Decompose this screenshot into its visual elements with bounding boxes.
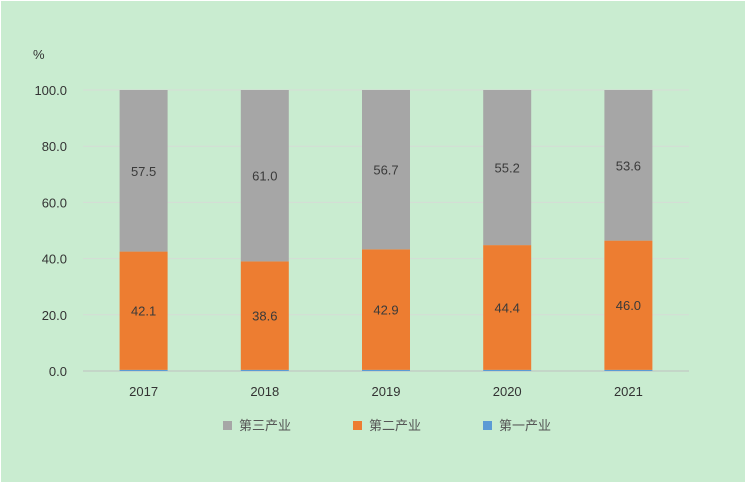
x-tick-label: 2019: [372, 384, 401, 399]
bar-segment: [483, 245, 532, 370]
bar-segment: [119, 251, 168, 370]
bar-segment: [604, 369, 653, 371]
bar-segment: [119, 369, 168, 371]
bar-segment: [240, 90, 289, 262]
data-label: 42.1: [131, 304, 156, 319]
legend-label: 第二产业: [369, 418, 421, 433]
bar-segment: [362, 249, 410, 370]
bar-segment: [362, 369, 410, 371]
x-tick-label: 2020: [493, 384, 522, 399]
bar-segment: [119, 90, 168, 252]
legend-swatch: [483, 421, 492, 430]
legend-label: 第一产业: [499, 418, 551, 433]
y-axis-unit-label: %: [33, 47, 45, 62]
data-label: 53.6: [616, 158, 641, 173]
data-label: 56.7: [373, 163, 398, 178]
legend-label: 第三产业: [239, 418, 291, 433]
x-tick-label: 2018: [250, 384, 279, 399]
y-tick-label: 0.0: [49, 364, 67, 379]
y-tick-label: 80.0: [42, 139, 67, 154]
bar-segment: [604, 90, 653, 241]
y-tick-label: 60.0: [42, 195, 67, 210]
data-label: 46.0: [616, 298, 641, 313]
y-tick-label: 100.0: [34, 83, 67, 98]
legend-swatch: [353, 421, 362, 430]
bar-segment: [604, 240, 653, 370]
bar-segment: [483, 369, 532, 371]
bar-segment: [240, 261, 289, 370]
bar-segment: [362, 90, 410, 250]
data-label: 42.9: [373, 303, 398, 318]
bars: 42.1 57.5 38.6 61.0 42.9 56.7 44.4 55.2 46.0 53.6: [119, 90, 653, 371]
legend-swatch: [223, 421, 232, 430]
bar-segment: [240, 369, 289, 371]
y-tick-label: 20.0: [42, 308, 67, 323]
data-label: 57.5: [131, 164, 156, 179]
x-axis-ticks: 2017 2018 2019 2020 2021: [129, 384, 643, 399]
data-label: 55.2: [495, 161, 520, 176]
data-label: 61.0: [252, 169, 277, 184]
y-axis-ticks: 0.0 20.0 40.0 60.0 80.0 100.0: [34, 83, 67, 379]
x-tick-label: 2017: [129, 384, 158, 399]
data-label: 38.6: [252, 309, 277, 324]
data-label: 44.4: [495, 300, 520, 315]
y-tick-label: 40.0: [42, 252, 67, 267]
bar-segment: [483, 90, 532, 246]
legend: 第三产业 第二产业 第一产业: [223, 418, 551, 433]
x-tick-label: 2021: [614, 384, 643, 399]
